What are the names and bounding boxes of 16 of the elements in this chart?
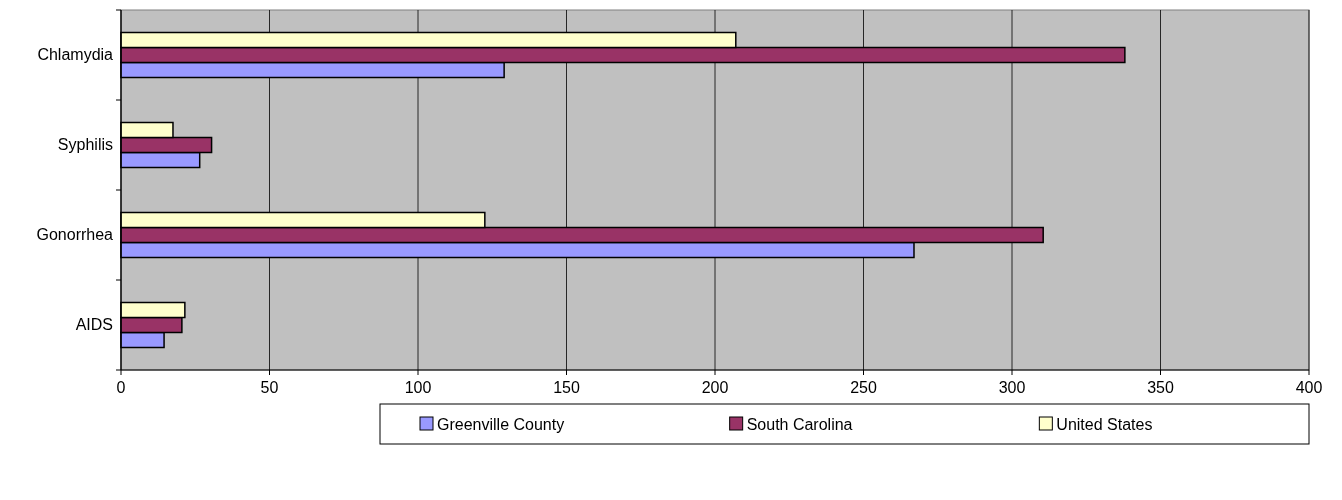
x-tick-label: 300 [998, 379, 1026, 396]
y-tick-label: Gonorrhea [36, 226, 114, 243]
x-tick-label: 400 [1295, 379, 1323, 396]
x-tick-label: 0 [116, 379, 126, 396]
x-tick-label: 100 [404, 379, 432, 396]
legend-label: United States [1056, 416, 1153, 433]
x-tick-label: 50 [260, 379, 279, 396]
y-tick-label: Chlamydia [37, 46, 114, 63]
y-tick-label: Syphilis [57, 136, 113, 153]
x-tick-label: 350 [1147, 379, 1174, 396]
x-tick-label: 150 [553, 379, 580, 396]
y-tick-label: AIDS [75, 316, 113, 333]
legend-label: South Carolina [746, 416, 853, 433]
x-tick-label: 250 [850, 379, 877, 396]
legend-label: Greenville County [437, 416, 565, 433]
x-tick-label: 200 [701, 379, 729, 396]
